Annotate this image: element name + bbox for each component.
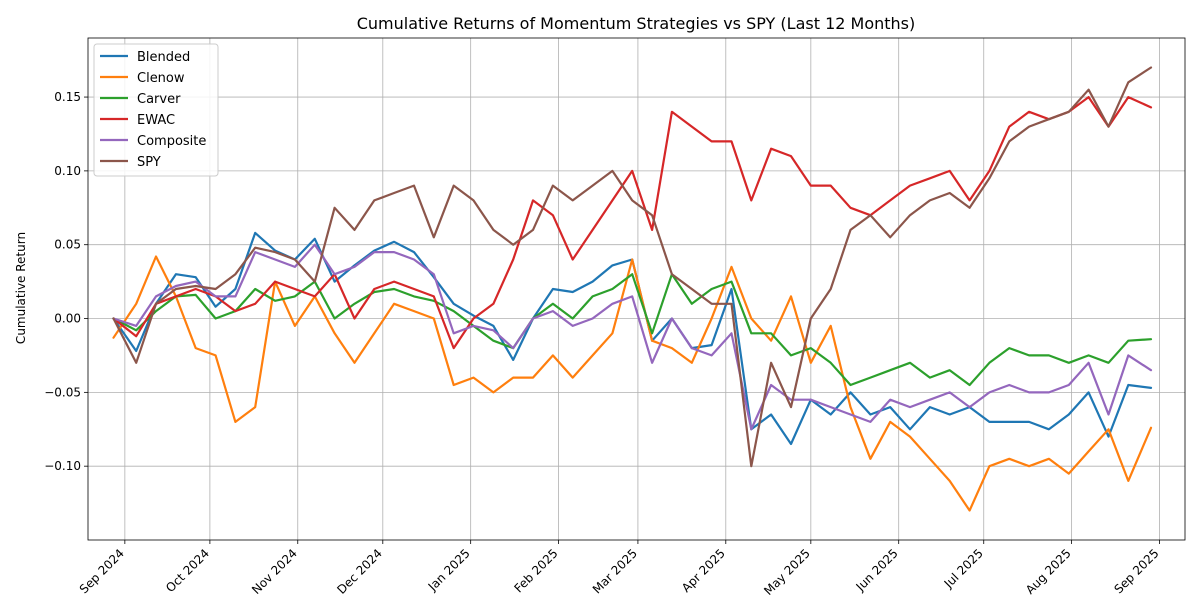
- legend: Blended Clenow Carver EWAC Composite SPY: [93, 43, 219, 177]
- legend-label: Blended: [137, 50, 190, 65]
- y-tick-label: 0.15: [54, 90, 81, 104]
- series-line-ewac: [112, 95, 1153, 350]
- legend-label: Composite: [137, 134, 206, 149]
- legend-label: Carver: [137, 92, 181, 107]
- y-tick-label: −0.05: [44, 385, 81, 399]
- legend-label: SPY: [137, 155, 161, 170]
- series-line-spy: [112, 66, 1153, 468]
- y-tick-label: 0.05: [54, 238, 81, 252]
- series-line-composite: [112, 243, 1153, 431]
- legend-label: Clenow: [137, 71, 185, 86]
- series-line-carver: [112, 273, 1153, 387]
- series-line-clenow: [112, 255, 1153, 512]
- plot-frame: [87, 37, 1186, 541]
- y-axis-label: Cumulative Return: [14, 232, 28, 344]
- series-group: [112, 66, 1153, 512]
- chart-title: Cumulative Returns of Momentum Strategie…: [357, 14, 916, 33]
- y-axis: −0.10 −0.05 0.00 0.05 0.10 0.15: [44, 90, 88, 473]
- y-tick-label: 0.00: [54, 312, 81, 326]
- y-tick-label: −0.10: [44, 459, 81, 473]
- y-tick-label: 0.10: [54, 164, 81, 178]
- legend-label: EWAC: [137, 113, 175, 128]
